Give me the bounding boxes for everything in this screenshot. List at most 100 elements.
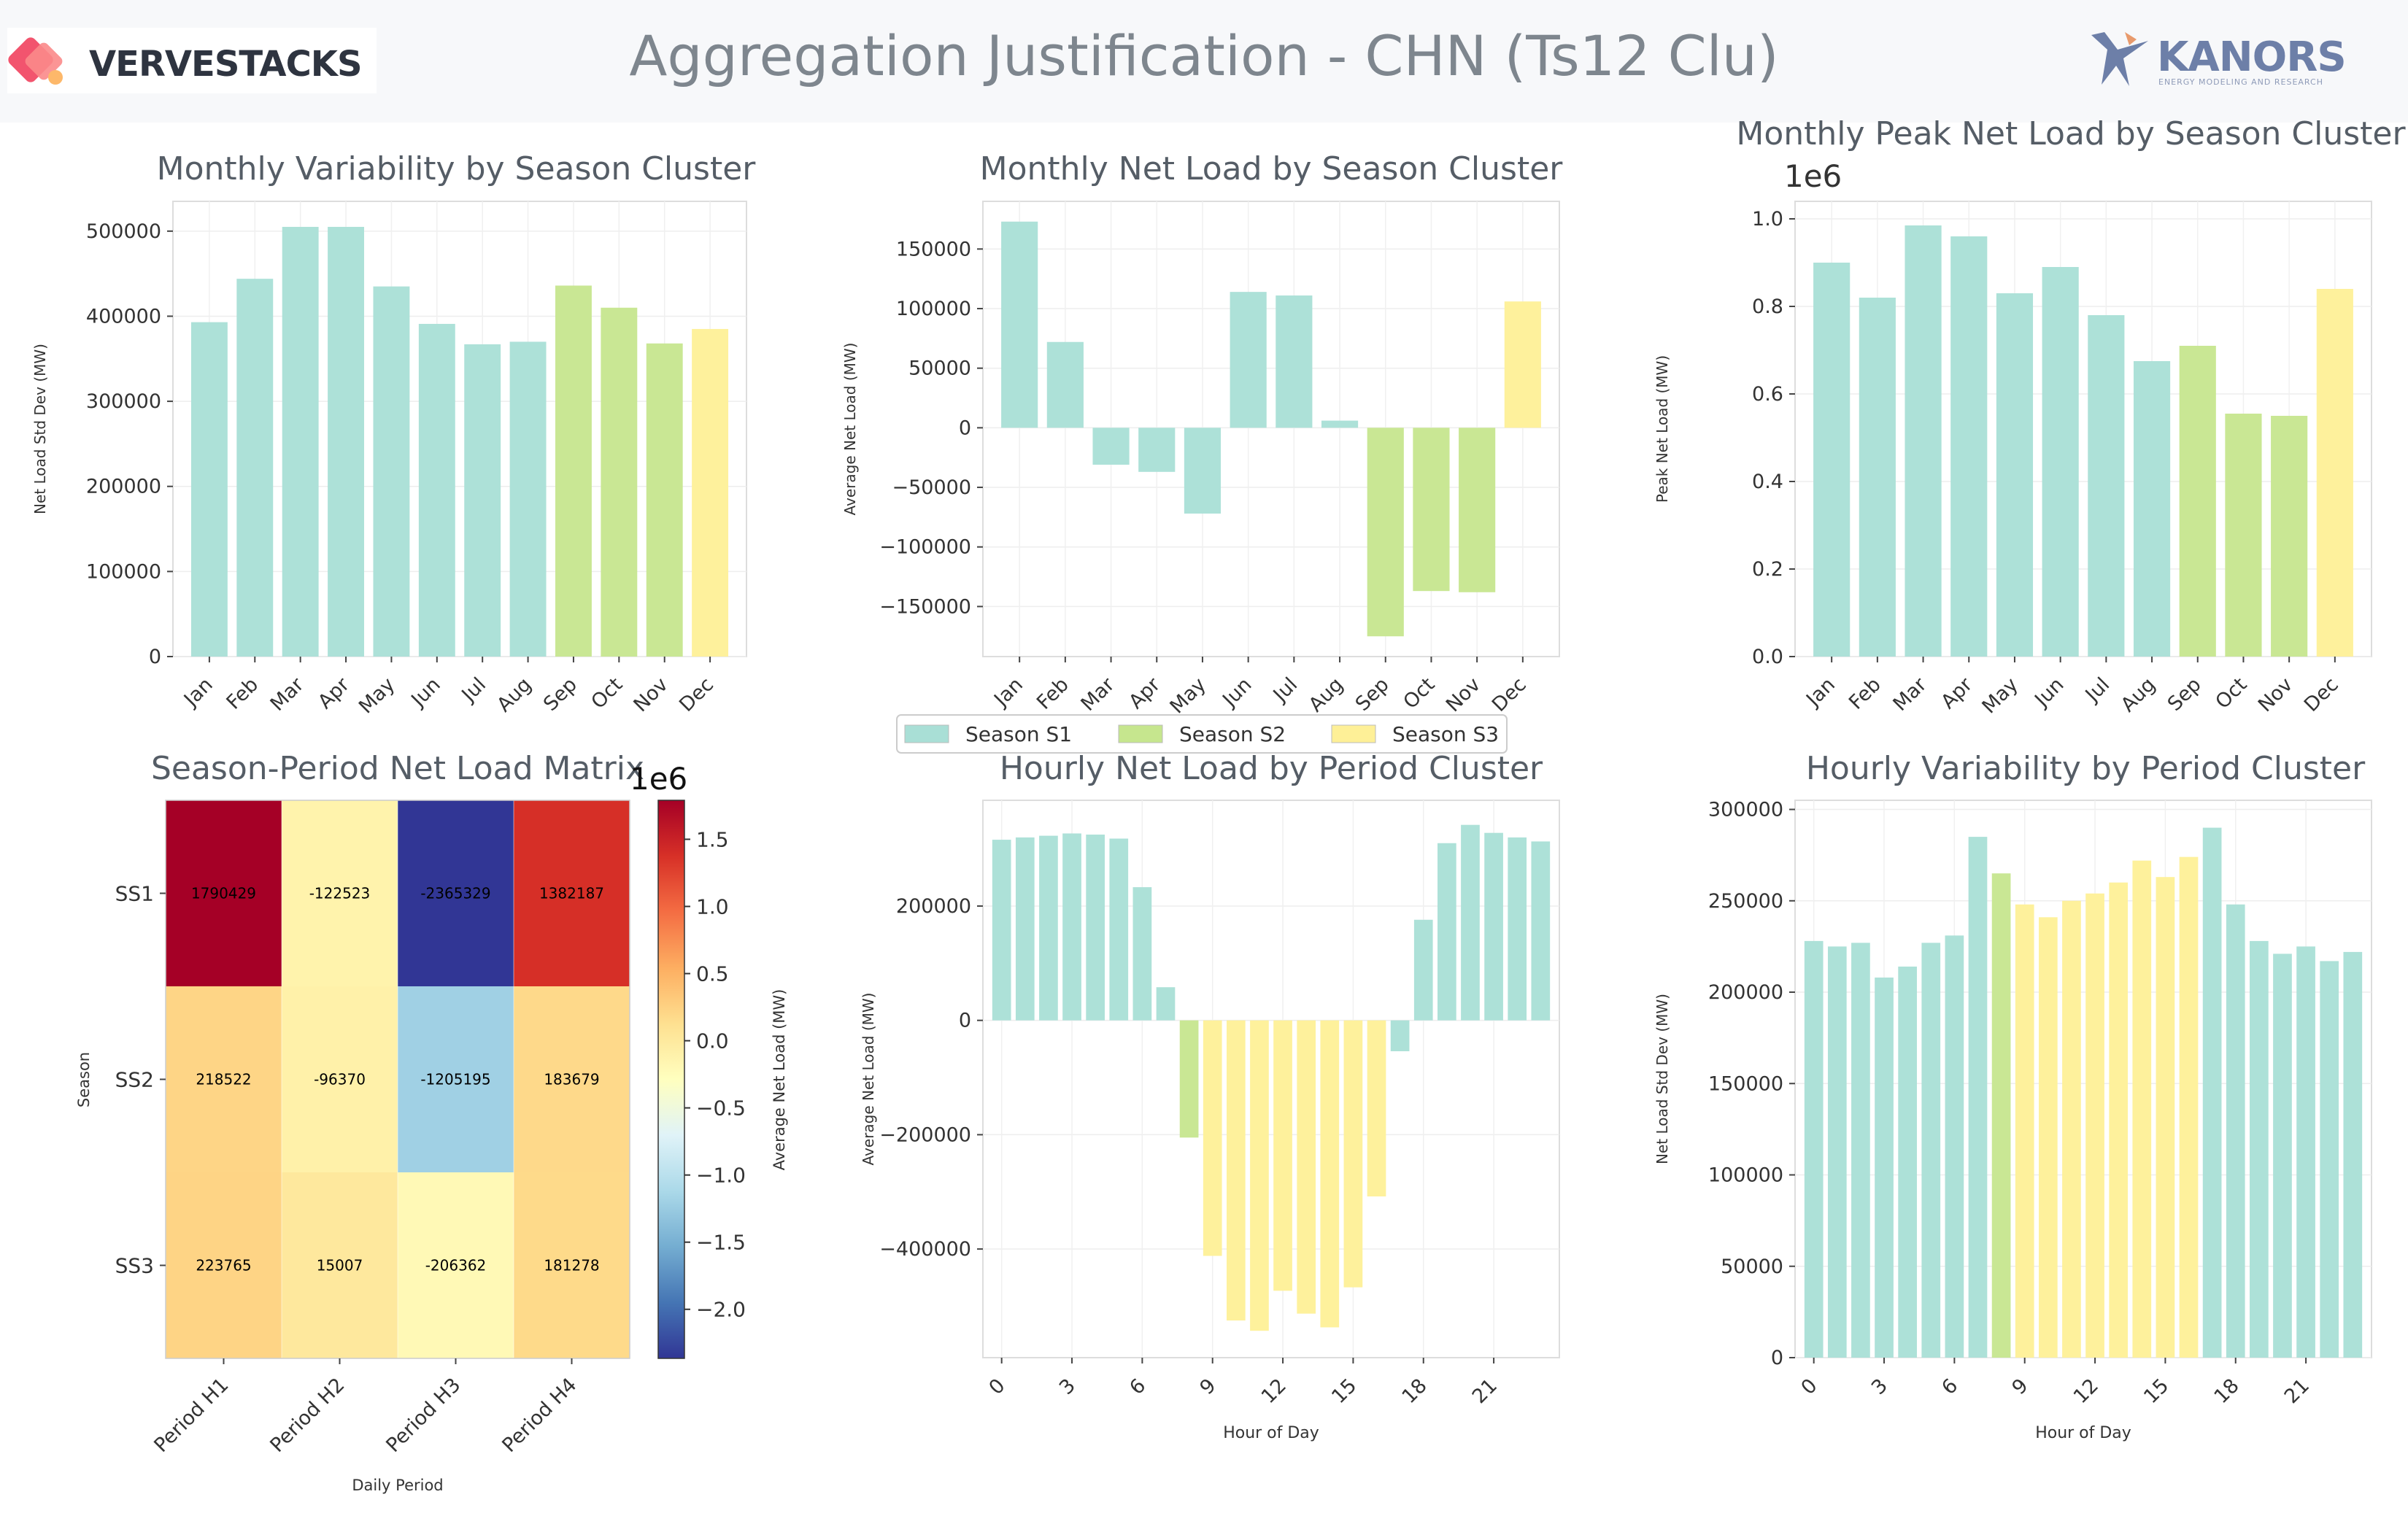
- bar-Jul: [464, 344, 501, 657]
- x-axis-label: Daily Period: [352, 1477, 443, 1494]
- bar-16: [1367, 1020, 1386, 1197]
- colorbar-label: Average Net Load (MW): [771, 989, 788, 1171]
- bar-Apr: [328, 226, 364, 657]
- chart-hourly-variability: 0 50000 100000 150000 200000 250000 300000 0 3 6 9…: [1653, 750, 2372, 1442]
- x-tick-label: Feb: [223, 673, 263, 714]
- bar-May: [1996, 293, 2034, 657]
- y-tick-label: 50000: [908, 357, 971, 380]
- y-tick-label: −50000: [892, 476, 971, 499]
- x-tick-label: May: [1166, 673, 1211, 718]
- kanors-logo-text: KANORS: [2157, 34, 2347, 81]
- x-tick-label: May: [1978, 673, 2023, 718]
- y-tick-label: 150000: [896, 238, 971, 260]
- bar-16: [2179, 856, 2199, 1358]
- y-tick-label: SS3: [115, 1254, 154, 1278]
- bar-Jul: [1276, 295, 1313, 428]
- chart-monthly-net-load: −150000 −100000 −50000 0 50000 100000 150000 Ja…: [841, 150, 1563, 718]
- x-tick-label: Mar: [1077, 673, 1120, 716]
- bar-Dec: [692, 328, 729, 657]
- bar-4: [1086, 835, 1105, 1021]
- y-tick-label: 0.6: [1752, 383, 1783, 406]
- x-tick-label: 3: [1055, 1374, 1080, 1399]
- y-tick-label: 200000: [86, 476, 161, 498]
- bar-11: [1250, 1020, 1269, 1331]
- bar-21: [1484, 832, 1503, 1021]
- header-bar: VERVESTACKS Aggregation Justification - …: [0, 0, 2408, 123]
- x-tick-label: Oct: [587, 673, 627, 713]
- x-tick-label: May: [355, 673, 399, 718]
- vervestacks-logo: VERVESTACKS: [7, 28, 377, 93]
- colorbar: [657, 800, 685, 1359]
- x-tick-label: Apr: [1124, 673, 1165, 713]
- x-tick-label: 6: [1125, 1374, 1150, 1399]
- x-tick-label: Jun: [2029, 673, 2068, 712]
- x-tick-label: Aug: [2117, 673, 2160, 716]
- heatmap-cell: [398, 800, 514, 986]
- x-tick-label: Oct: [1399, 673, 1439, 713]
- bar-Nov: [646, 343, 683, 657]
- colorbar-tick-label: 0.0: [696, 1029, 729, 1053]
- chart-title: Monthly Peak Net Load by Season Cluster: [1736, 115, 2406, 152]
- bar-18: [1413, 919, 1433, 1021]
- y-tick-label: 200000: [1708, 981, 1783, 1004]
- legend-label: Season S2: [1179, 722, 1286, 746]
- x-tick-label: 18: [2210, 1374, 2243, 1408]
- bar-Sep: [1367, 428, 1404, 637]
- vervestacks-logo-icon: [8, 37, 63, 85]
- page-title: Aggregation Justification - CHN (Ts12 Cl…: [629, 23, 1779, 88]
- x-tick-label: Aug: [1305, 673, 1348, 716]
- y-tick-label: 200000: [896, 895, 971, 918]
- bar-14: [1320, 1020, 1340, 1328]
- bar-20: [1461, 824, 1480, 1021]
- bar-Dec: [1504, 301, 1541, 428]
- heatmap-cell-label: -122523: [309, 885, 371, 902]
- x-tick-label: Sep: [539, 673, 582, 716]
- bar-May: [373, 286, 410, 657]
- chart-title: Hourly Net Load by Period Cluster: [1000, 750, 1543, 787]
- bar-May: [1184, 428, 1222, 514]
- y-tick-label: −200000: [879, 1123, 971, 1146]
- y-tick-label: 100000: [896, 298, 971, 320]
- chart-title: Monthly Variability by Season Cluster: [157, 150, 757, 187]
- y-axis-label: Net Load Std Dev (MW): [31, 344, 49, 514]
- heatmap-cell: [282, 800, 398, 986]
- legend-swatch: [1118, 724, 1163, 743]
- chart-hourly-net-load: −400000 −200000 0 200000 0 3 6 9 12 15 18 21 Hourly …: [860, 750, 1560, 1442]
- x-tick-label: Period H2: [266, 1374, 349, 1457]
- bar-0: [992, 840, 1011, 1021]
- bar-15: [2156, 877, 2175, 1358]
- bar-Apr: [1138, 428, 1176, 472]
- bar-23: [2343, 951, 2363, 1358]
- heatmap-cell-label: -1205195: [420, 1071, 490, 1088]
- bar-20: [2273, 953, 2292, 1358]
- kanors-logo: KANORS ENERGY MODELING AND RESEARCH: [2085, 28, 2348, 93]
- legend-frame: [896, 714, 1508, 754]
- bar-6: [1132, 887, 1152, 1021]
- x-tick-label: 3: [1867, 1374, 1892, 1399]
- bar-2: [1039, 835, 1058, 1021]
- bar-Nov: [2271, 416, 2308, 657]
- x-tick-label: Dec: [1488, 673, 1531, 716]
- x-tick-label: Apr: [314, 673, 355, 713]
- legend-label: Season S1: [965, 722, 1072, 746]
- chart-monthly-variability: 0 100000 200000 300000 400000 500000 Jan Feb Mar…: [31, 150, 756, 718]
- x-tick-label: Jan: [179, 673, 217, 712]
- heatmap-cell-label: -96370: [314, 1071, 366, 1088]
- heatmap-cell-label: 1382187: [539, 885, 604, 902]
- bar-4: [1898, 966, 1917, 1358]
- x-tick-label: Period H1: [150, 1374, 233, 1457]
- x-tick-label: Jul: [1268, 673, 1302, 707]
- bar-22: [1508, 837, 1527, 1021]
- season-legend: Season S1 Season S2 Season S3: [896, 714, 1508, 754]
- colorbar-tick-label: −1.5: [696, 1231, 746, 1255]
- x-tick-label: Jul: [457, 673, 490, 707]
- y-tick-label: 0: [149, 646, 161, 668]
- x-tick-label: Aug: [493, 673, 536, 716]
- bar-5: [1109, 838, 1129, 1021]
- x-tick-label: Mar: [266, 673, 309, 716]
- bar-Feb: [1046, 341, 1084, 428]
- x-tick-label: Nov: [629, 673, 672, 716]
- x-tick-label: Apr: [1937, 673, 1977, 713]
- bar-Aug: [509, 341, 547, 657]
- chart-title: Hourly Variability by Period Cluster: [1806, 750, 2366, 787]
